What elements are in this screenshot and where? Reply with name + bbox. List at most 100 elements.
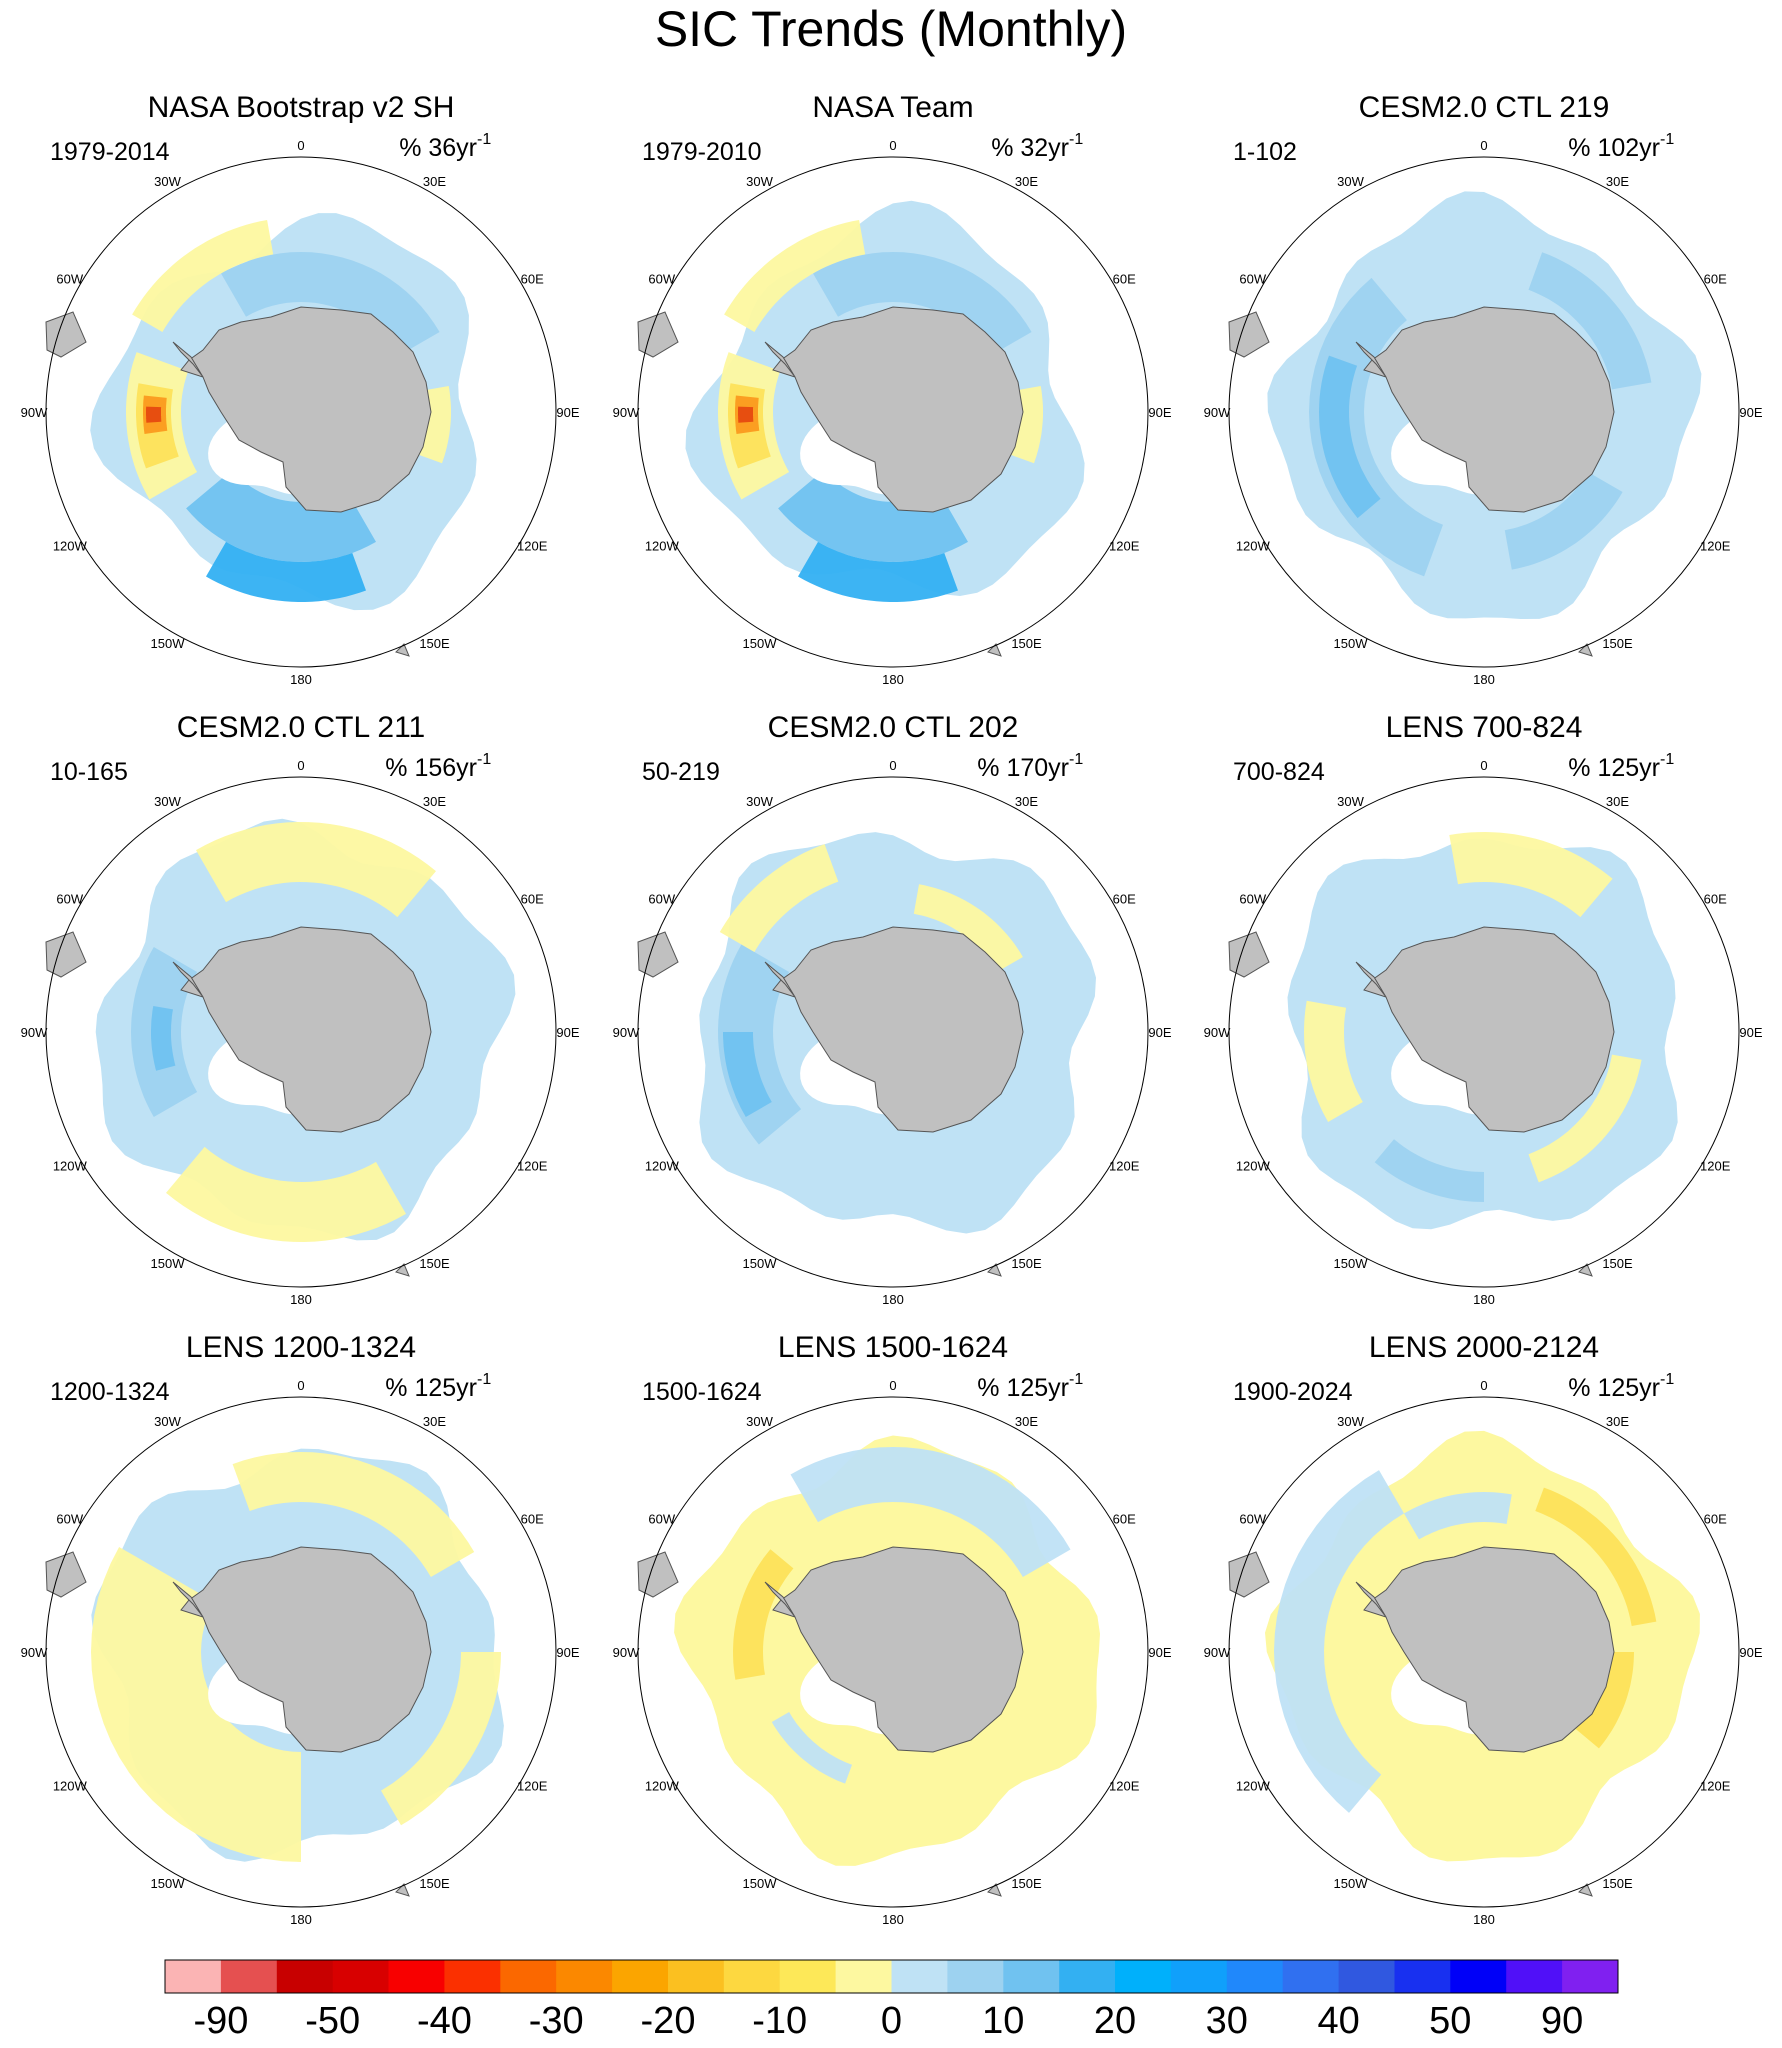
longitude-label: 150E [1602,1876,1633,1891]
longitude-label: 150W [743,636,778,651]
trend-region [132,220,274,332]
map-panel-6: 0 30E 60E 90E 120E 150E 180 150W 120W 90W 60W 30W LE… [1204,711,1763,1307]
colorbar-tick-label: 40 [1317,2000,1359,2042]
panel-title: NASA Team [812,91,973,124]
map-panel-5: 0 30E 60E 90E 120E 150E 180 150W 120W 90W 60W 30W CE… [613,711,1172,1307]
trend-region [1404,1492,1512,1540]
colorbar-tick-label: -30 [529,2000,584,2042]
longitude-label: 180 [290,1292,312,1307]
longitude-label: 60E [1704,1512,1727,1527]
longitude-label: 90W [21,1645,48,1660]
panel-units: % 125yr [977,1374,1069,1402]
panel-units-exponent: -1 [1069,131,1083,148]
longitude-label: 150E [419,1876,450,1891]
panel-units: % 125yr [1568,1374,1660,1402]
longitude-label: 30E [1015,1414,1038,1429]
longitude-label: 0 [1480,138,1487,153]
trend-region [232,1452,475,1577]
panel-period: 50-219 [642,758,720,786]
longitude-label: 120W [1236,1159,1271,1174]
longitude-label: 90W [1204,405,1231,420]
colorbar-swatch [1115,1960,1172,1993]
panel-units-exponent: -1 [477,1371,491,1388]
longitude-label: 30E [1606,794,1629,809]
colorbar-swatch [388,1960,445,1993]
longitude-label: 30E [1015,794,1038,809]
longitude-label: 30W [746,174,773,189]
longitude-label: 30W [154,794,181,809]
longitude-label: 0 [297,138,304,153]
trend-region [381,1652,501,1826]
trend-region [151,1006,176,1071]
colorbar-swatch [1226,1960,1284,1993]
trend-region [186,469,376,562]
panel-period: 1979-2010 [642,138,762,166]
longitude-label: 90E [1148,1645,1171,1660]
antarctic-peninsula [764,1581,796,1618]
longitude-label: 0 [297,1378,304,1393]
map-panel-8: 0 30E 60E 90E 120E 150E 180 150W 120W 90W 60W 30W LE… [613,1331,1172,1927]
new-zealand-landmass [1578,1263,1593,1277]
map-boundary [637,1396,1149,1908]
new-zealand-landmass [1578,1883,1593,1897]
trend-region [1528,252,1652,390]
panel-units-exponent: -1 [1660,131,1674,148]
south-america-landmass [45,311,87,358]
map-boundary [45,156,557,668]
longitude-label: 60W [648,892,675,907]
longitude-label: 30E [1606,1414,1629,1429]
longitude-label: 180 [290,672,312,687]
colorbar-swatch [1282,1960,1340,1993]
longitude-label: 60E [1113,1512,1136,1527]
trend-region [91,1547,301,1862]
antarctica-landmass [772,306,1024,513]
panel-units-exponent: -1 [1069,1371,1083,1388]
colorbar-tick-label: 50 [1429,2000,1471,2042]
colorbar-tick-label: -40 [417,2000,472,2042]
longitude-label: 150W [743,1256,778,1271]
longitude-label: 120W [53,539,88,554]
colorbar-swatch [779,1960,837,1993]
panel-units-exponent: -1 [1069,751,1083,768]
colorbar-swatch [444,1960,501,1993]
longitude-label: 30E [1606,174,1629,189]
longitude-label: 60E [1704,272,1727,287]
longitude-label: 30E [423,174,446,189]
new-zealand-landmass [987,1883,1002,1897]
trend-region [1528,1054,1642,1183]
panel-title: LENS 700-824 [1386,711,1583,744]
south-america-landmass [45,931,87,978]
south-america-landmass [637,931,679,978]
south-america-landmass [637,311,679,358]
longitude-label: 30W [746,1414,773,1429]
longitude-label: 0 [889,138,896,153]
longitude-label: 120E [1109,1159,1140,1174]
trend-region [1304,1000,1363,1122]
south-america-landmass [45,1551,87,1598]
trend-region [1309,277,1443,577]
longitude-label: 90W [613,1025,640,1040]
longitude-label: 150W [1334,1876,1369,1891]
longitude-label: 120E [517,539,548,554]
longitude-label: 90E [1739,1645,1762,1660]
longitude-label: 90E [1739,405,1762,420]
panel-title: LENS 2000-2124 [1369,1331,1599,1364]
colorbar-swatch [1562,1960,1619,1993]
panel-period: 1979-2014 [50,138,170,166]
map-panel-9: 0 30E 60E 90E 120E 150E 180 150W 120W 90W 60W 30W LE… [1204,1331,1763,1927]
trend-region [196,822,436,918]
longitude-label: 30W [1337,174,1364,189]
panel-title: CESM2.0 CTL 219 [1359,91,1610,124]
trend-region [771,1712,852,1784]
colorbar-tick-label: 10 [982,2000,1024,2042]
longitude-label: 0 [297,758,304,773]
trend-region [738,406,754,423]
antarctica-landmass [772,926,1024,1133]
longitude-label: 150W [151,636,186,651]
new-zealand-landmass [395,1883,410,1897]
panel-units: % 102yr [1568,134,1660,162]
longitude-label: 60W [1239,892,1266,907]
colorbar-swatch [332,1960,390,1993]
longitude-label: 180 [290,1912,312,1927]
longitude-label: 0 [1480,758,1487,773]
